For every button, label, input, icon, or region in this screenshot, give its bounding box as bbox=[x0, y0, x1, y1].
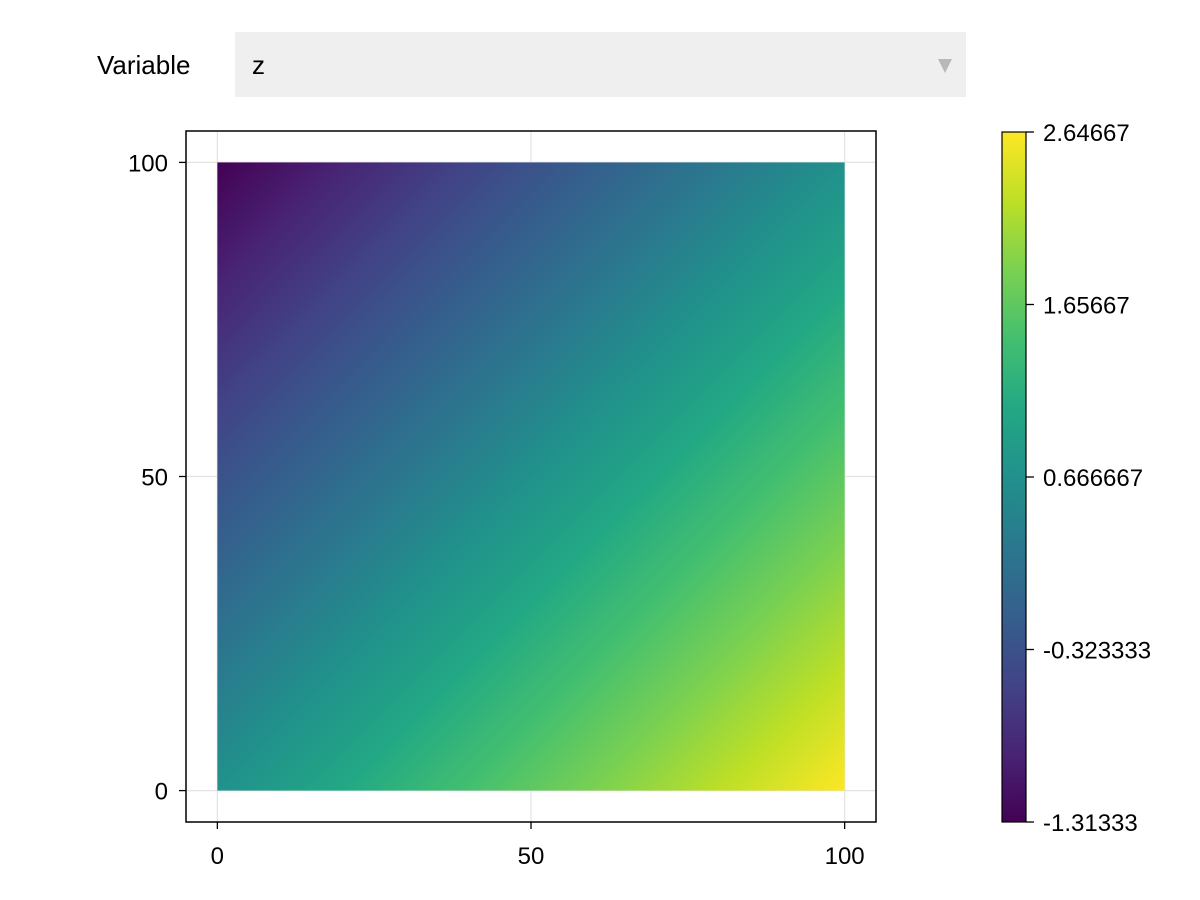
x-tick-label: 100 bbox=[825, 843, 865, 870]
heatmap-surface bbox=[217, 162, 845, 791]
colorbar-tick-label: -1.31333 bbox=[1043, 810, 1138, 837]
y-tick-label: 0 bbox=[155, 779, 168, 806]
x-tick-label: 0 bbox=[211, 843, 224, 870]
variable-dropdown[interactable]: z bbox=[235, 32, 966, 97]
triangle-down-icon bbox=[938, 59, 952, 73]
axis-ticks: 0 50 100 0 50 100 bbox=[128, 150, 865, 870]
variable-label: Variable bbox=[97, 50, 191, 80]
y-tick-label: 50 bbox=[141, 465, 168, 492]
colorbar-tick-label: 1.65667 bbox=[1043, 293, 1130, 320]
x-tick-label: 50 bbox=[518, 843, 545, 870]
colorbar-tick-label: 0.666667 bbox=[1043, 465, 1143, 492]
variable-selected-value: z bbox=[252, 50, 265, 80]
colorbar-tick-label: 2.64667 bbox=[1043, 120, 1130, 147]
colorbar: -1.31333 -0.323333 0.666667 1.65667 2.64667 bbox=[1001, 120, 1151, 837]
y-tick-label: 100 bbox=[128, 150, 168, 177]
colorbar-gradient bbox=[1001, 131, 1027, 823]
colorbar-tick-label: -0.323333 bbox=[1043, 638, 1151, 665]
